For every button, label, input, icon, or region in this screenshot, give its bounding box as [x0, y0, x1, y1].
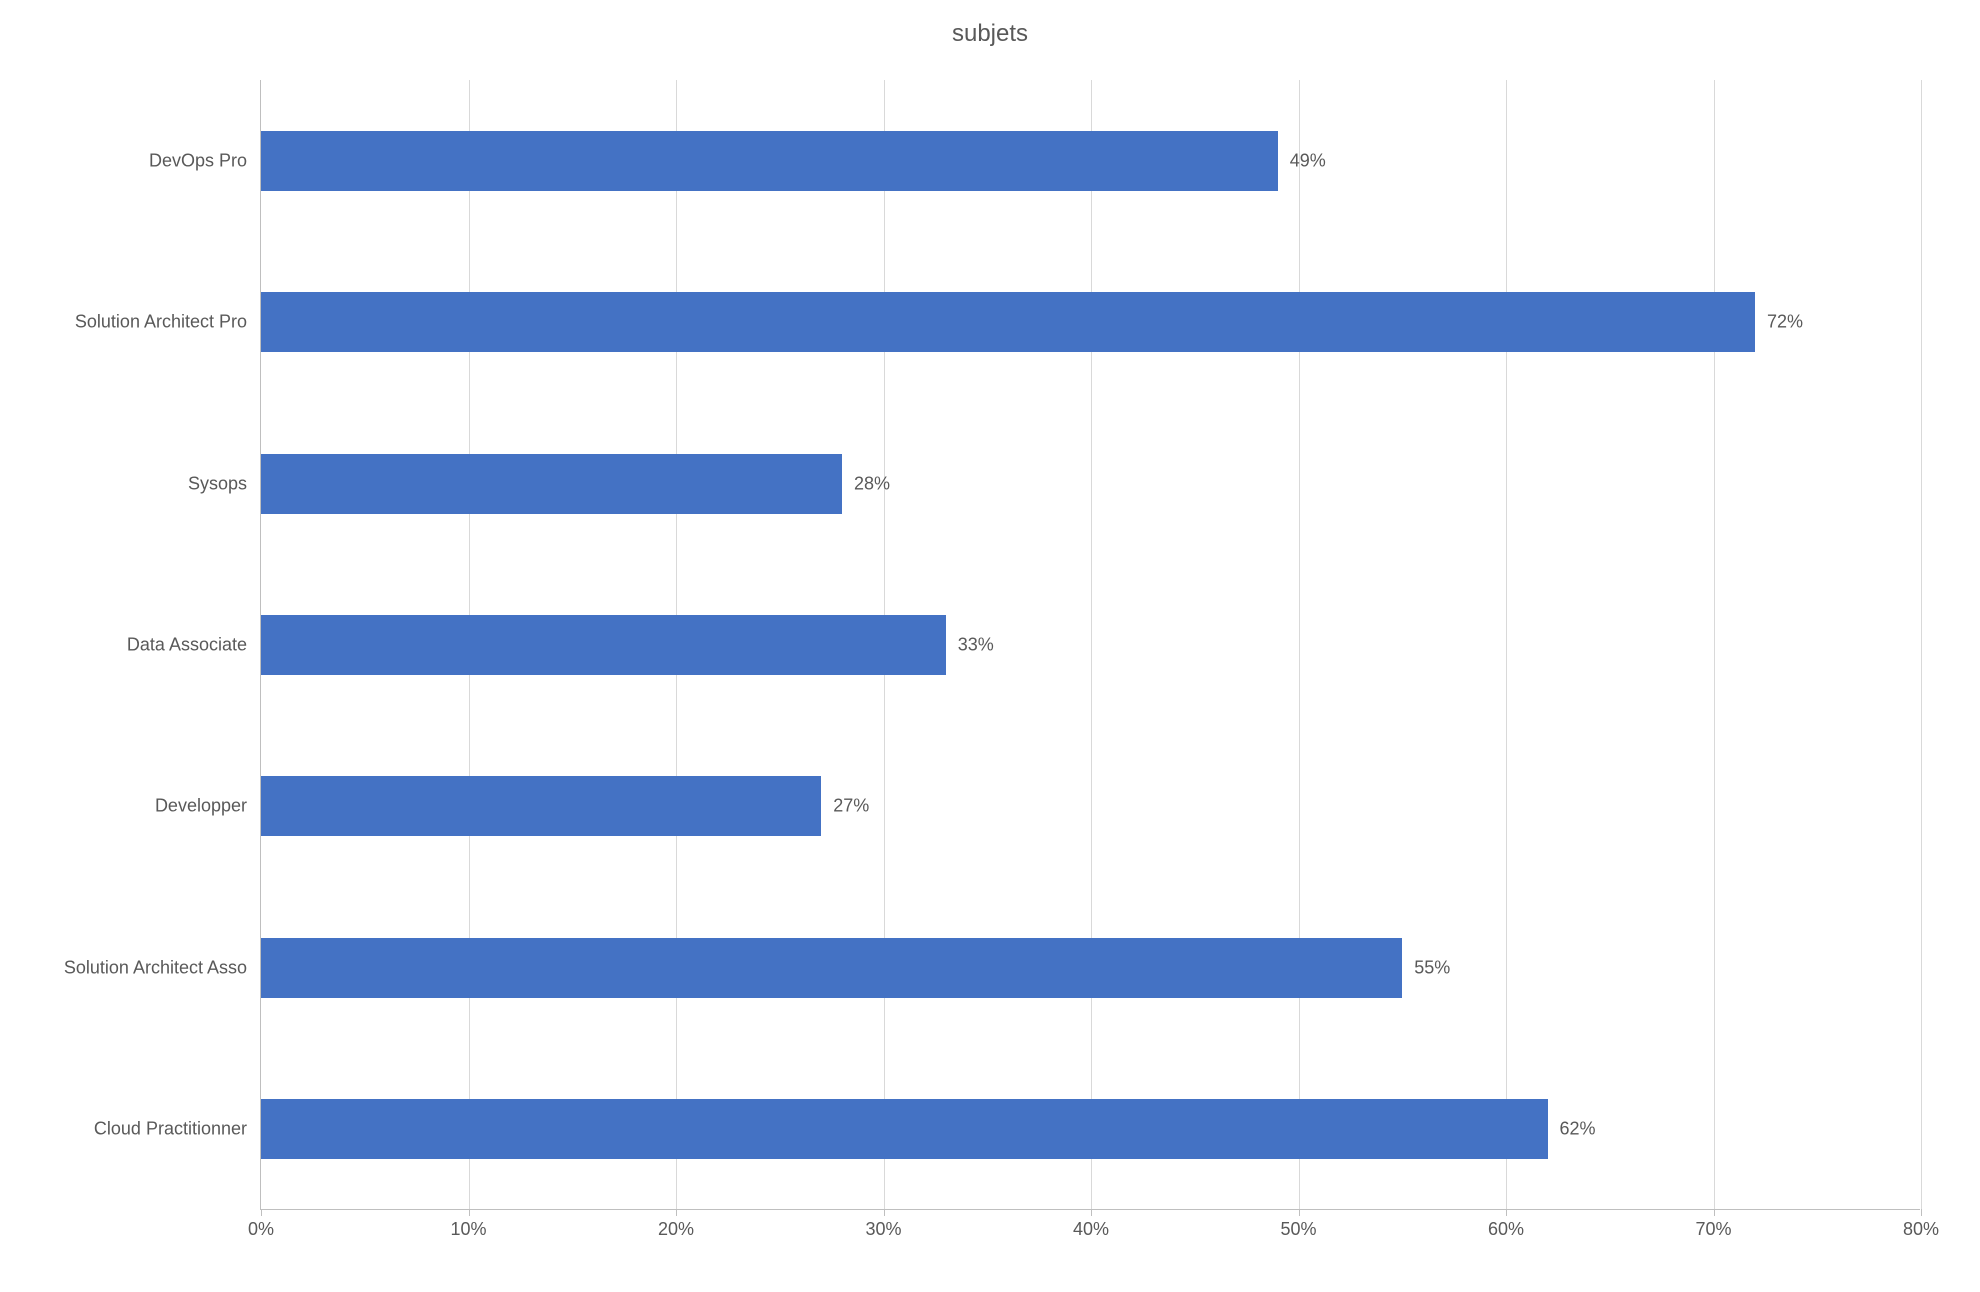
- x-tick-mark: [884, 1209, 885, 1216]
- chart-container: subjets 0%10%20%30%40%50%60%70%80%DevOps…: [0, 0, 1980, 1292]
- y-axis-label: Developper: [155, 796, 247, 817]
- x-tick-label: 40%: [1073, 1219, 1109, 1240]
- bar-value-label: 55%: [1414, 957, 1450, 978]
- x-tick-mark: [1714, 1209, 1715, 1216]
- chart-title: subjets: [0, 20, 1980, 48]
- x-tick-label: 20%: [658, 1219, 694, 1240]
- x-tick-label: 0%: [248, 1219, 274, 1240]
- bar-value-label: 49%: [1290, 150, 1326, 171]
- y-axis-label: Solution Architect Pro: [75, 312, 247, 333]
- x-tick-label: 60%: [1488, 1219, 1524, 1240]
- x-tick-mark: [469, 1209, 470, 1216]
- y-axis-label: Sysops: [188, 473, 247, 494]
- bar-value-label: 72%: [1767, 312, 1803, 333]
- x-tick-mark: [261, 1209, 262, 1216]
- bar: 33%: [261, 615, 946, 675]
- x-tick-label: 10%: [450, 1219, 486, 1240]
- bar-value-label: 27%: [833, 796, 869, 817]
- y-axis-label: Data Associate: [127, 635, 247, 656]
- gridline: [1921, 80, 1922, 1209]
- y-axis-label: DevOps Pro: [149, 150, 247, 171]
- y-axis-label: Cloud Practitionner: [94, 1119, 247, 1140]
- x-tick-label: 80%: [1903, 1219, 1939, 1240]
- x-tick-mark: [1299, 1209, 1300, 1216]
- bar-value-label: 28%: [854, 473, 890, 494]
- y-axis-label: Solution Architect Asso: [64, 957, 247, 978]
- x-tick-label: 50%: [1280, 1219, 1316, 1240]
- x-tick-label: 30%: [865, 1219, 901, 1240]
- x-tick-mark: [1506, 1209, 1507, 1216]
- bar: 49%: [261, 131, 1278, 191]
- x-tick-mark: [1921, 1209, 1922, 1216]
- x-tick-label: 70%: [1695, 1219, 1731, 1240]
- bar: 62%: [261, 1099, 1548, 1159]
- gridline: [1714, 80, 1715, 1209]
- bar: 55%: [261, 938, 1402, 998]
- bar-value-label: 33%: [958, 635, 994, 656]
- bar: 72%: [261, 292, 1755, 352]
- bar-value-label: 62%: [1560, 1119, 1596, 1140]
- bar: 27%: [261, 776, 821, 836]
- x-tick-mark: [1091, 1209, 1092, 1216]
- plot-area: 0%10%20%30%40%50%60%70%80%DevOps Pro49%S…: [260, 80, 1920, 1210]
- gridline: [1091, 80, 1092, 1209]
- bar: 28%: [261, 454, 842, 514]
- gridline: [1299, 80, 1300, 1209]
- x-tick-mark: [676, 1209, 677, 1216]
- gridline: [1506, 80, 1507, 1209]
